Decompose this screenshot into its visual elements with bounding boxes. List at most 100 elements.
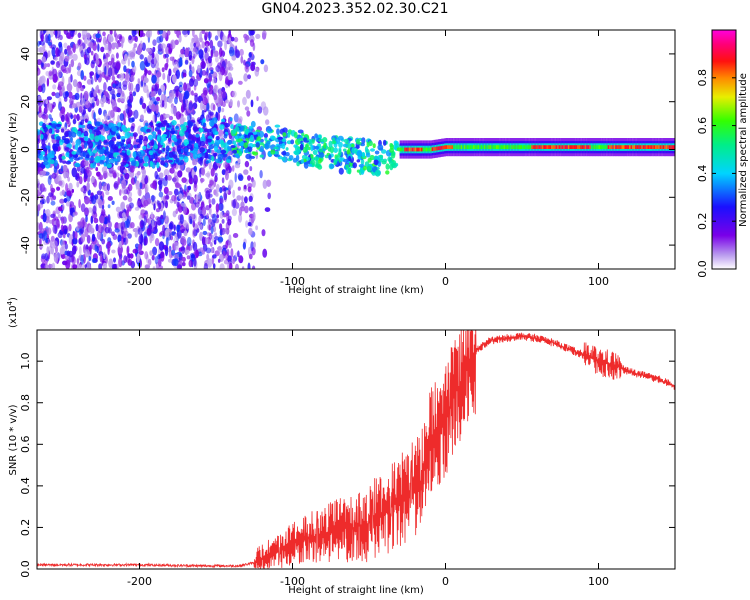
spectrogram-cell <box>139 154 143 160</box>
spectrogram-cell <box>277 136 284 140</box>
spectrogram-cell <box>219 263 225 269</box>
spectrogram-cell <box>71 252 75 263</box>
spectrogram-cell <box>48 128 53 134</box>
spectrogram-cell <box>219 124 225 130</box>
y-tick-label: 0.2 <box>19 519 32 537</box>
spectrogram-cell <box>217 153 224 160</box>
spectrogram-cell <box>221 219 225 224</box>
spectrogram-cell <box>174 30 178 35</box>
spectrogram-cell <box>338 167 344 175</box>
spectrogram-cell <box>231 208 237 217</box>
spectrogram-cell <box>172 243 175 251</box>
spectrogram-cell <box>220 140 225 146</box>
spectrogram-cell <box>175 89 179 98</box>
spectrogram-cell <box>114 228 120 233</box>
spectrogram-cell <box>104 125 109 132</box>
spectrogram-cell <box>211 198 216 205</box>
spectrogram-cell <box>183 102 187 111</box>
spectrogram-cell <box>196 228 200 233</box>
spectrogram-cell <box>150 211 154 219</box>
spectrogram-cell <box>483 145 486 149</box>
spectrogram-cell <box>315 135 319 142</box>
spectrogram-cell <box>650 145 653 149</box>
spectrogram-cell <box>215 138 221 146</box>
spectrogram-cell <box>42 147 48 152</box>
spectrogram-cell <box>184 59 189 65</box>
spectrogram-cell <box>494 145 497 149</box>
spectrogram-cell <box>242 96 247 106</box>
spectrogram-cell <box>538 145 541 149</box>
spectrogram-cell <box>45 238 49 243</box>
spectrogram-cell <box>102 31 106 37</box>
spectrogram-cell <box>201 30 206 34</box>
spectrogram-cell <box>229 262 233 269</box>
spectrogram-cell <box>243 73 249 82</box>
spectrogram-cell <box>174 253 179 260</box>
spectrogram-cell <box>463 145 466 149</box>
spectrogram-cell <box>61 189 65 196</box>
spectrogram-cell <box>593 145 596 149</box>
spectrogram-cell <box>78 39 81 46</box>
spectrogram-cell <box>91 233 96 242</box>
spectrogram-cell <box>163 210 166 220</box>
spectrogram-cell <box>84 249 90 258</box>
spectrogram-cell <box>220 30 224 41</box>
spectrogram-cell <box>228 234 232 242</box>
spectrogram-cell <box>227 72 232 81</box>
spectrogram-cell <box>188 69 193 78</box>
spectrogram-cell <box>525 145 527 149</box>
spectrogram-cell <box>440 145 443 150</box>
spectrogram-cell <box>248 227 253 236</box>
spectrogram-cell <box>612 145 614 149</box>
spectrogram-cell <box>607 145 610 149</box>
spectrogram-cell <box>555 145 558 149</box>
spectrogram-cell <box>135 83 140 93</box>
spectrogram-cell <box>254 67 260 77</box>
spectrogram-cell <box>115 83 119 90</box>
spectrogram-cell <box>345 164 350 169</box>
spectrogram-cell <box>140 220 145 226</box>
spectrogram-cell <box>113 152 118 158</box>
spectrogram-cell <box>503 145 506 149</box>
spectrogram-cell <box>101 238 106 245</box>
snr-y-axis-label: SNR (10 * v/v) <box>8 404 19 475</box>
spectrogram-cell <box>48 219 54 224</box>
spectrogram-cell <box>129 253 134 259</box>
spectrogram-cell <box>385 170 390 175</box>
spectrogram-cell <box>405 147 408 152</box>
spectrogram-cell <box>116 141 120 147</box>
spectrogram-cell <box>173 175 179 185</box>
spectrogram-cell <box>123 255 128 264</box>
spectrogram-cell <box>226 248 230 257</box>
spectrogram-cell <box>89 96 95 104</box>
spectrogram-cell <box>188 185 191 191</box>
spectrogram-cell <box>633 145 636 149</box>
spectrogram-cell <box>128 81 132 92</box>
spectrogram-cell <box>574 145 576 149</box>
spectrogram-cell <box>188 259 193 268</box>
spectrogram-cell <box>186 195 191 200</box>
spectrogram-cell <box>197 64 201 74</box>
spectrogram-cell <box>219 223 223 230</box>
spectrogram-cell <box>225 240 229 249</box>
spectrogram-cell <box>107 110 113 120</box>
spectrogram-cell <box>216 214 219 219</box>
spectrogram-cell <box>51 262 56 269</box>
spectrogram-cell <box>117 245 123 255</box>
spectrogram-cell <box>182 262 186 267</box>
spectrogram-cell <box>178 34 182 43</box>
spectrogram-cell <box>103 162 107 167</box>
spectrogram-cell <box>290 139 295 145</box>
spectrogram-cell <box>256 136 262 141</box>
spectrogram-cell <box>230 36 235 42</box>
spectrogram-cell <box>143 199 149 207</box>
spectrogram-cell <box>161 30 167 39</box>
spectrogram-cell <box>146 47 151 53</box>
spectrogram-cell <box>222 153 228 158</box>
spectrogram-cell <box>287 131 291 138</box>
spectrogram-cell <box>645 145 648 149</box>
spectrogram-cell <box>163 169 170 177</box>
spectrogram-cell <box>118 240 122 249</box>
spectrogram-cell <box>152 84 156 89</box>
spectrogram-cell <box>119 152 126 156</box>
